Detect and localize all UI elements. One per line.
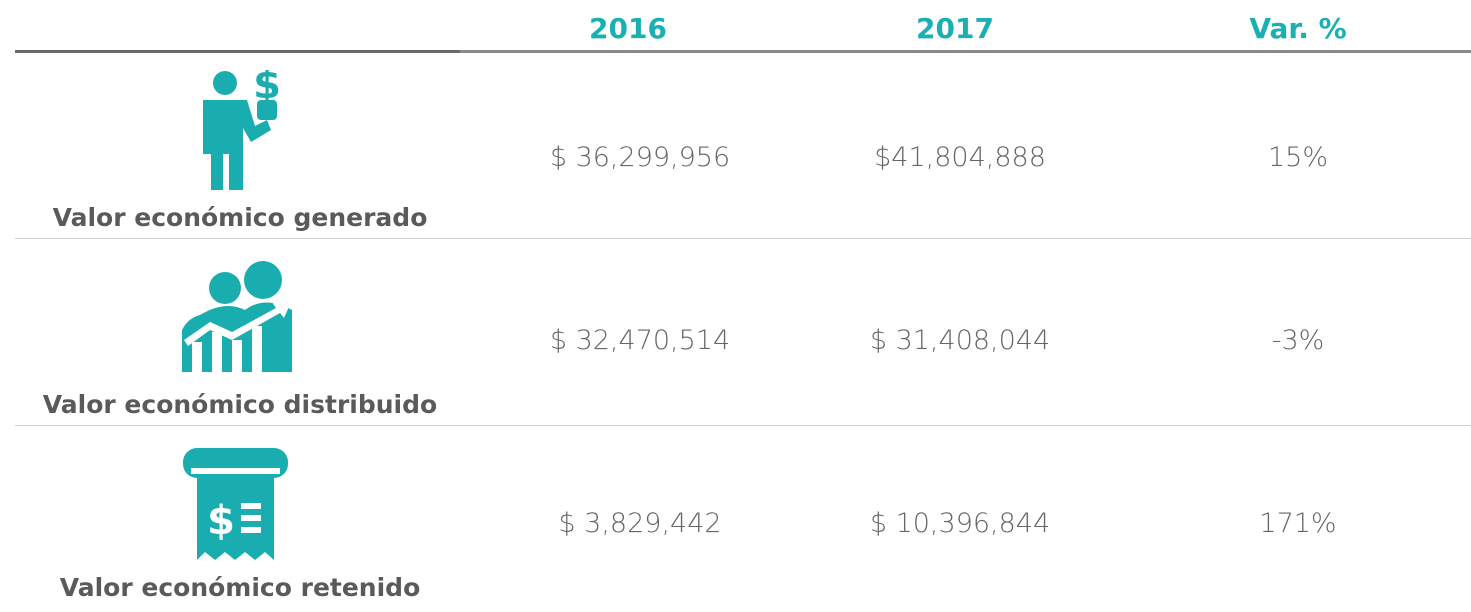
column-header: 2016: [589, 12, 667, 45]
icon-generated: $: [203, 70, 281, 190]
row-label: Valor económico retenido: [59, 573, 421, 602]
value-cell: $41,804,888: [874, 142, 1046, 173]
value-cell: $ 10,396,844: [869, 508, 1051, 539]
row-rule: [15, 238, 1471, 239]
icon-retained: $: [183, 448, 288, 560]
row-label: Valor económico distribuido: [42, 390, 438, 419]
value-cell: $ 36,299,956: [549, 142, 731, 173]
row-rule: [15, 425, 1471, 426]
icon-distributed: [182, 261, 292, 374]
svg-text:$: $: [207, 498, 235, 544]
row-label: Valor económico generado: [52, 203, 428, 232]
value-cell: -3%: [1271, 325, 1325, 356]
value-cell: 15%: [1267, 142, 1328, 173]
column-header: Var. %: [1249, 12, 1347, 45]
value-cell: $ 31,408,044: [869, 325, 1051, 356]
value-cell: 171%: [1259, 508, 1337, 539]
value-cell: $ 3,829,442: [558, 508, 722, 539]
column-header: 2017: [916, 12, 994, 45]
header-rule: [15, 50, 460, 53]
value-cell: $ 32,470,514: [549, 325, 731, 356]
svg-text:$: $: [253, 70, 281, 108]
header-rule: [15, 50, 1471, 53]
